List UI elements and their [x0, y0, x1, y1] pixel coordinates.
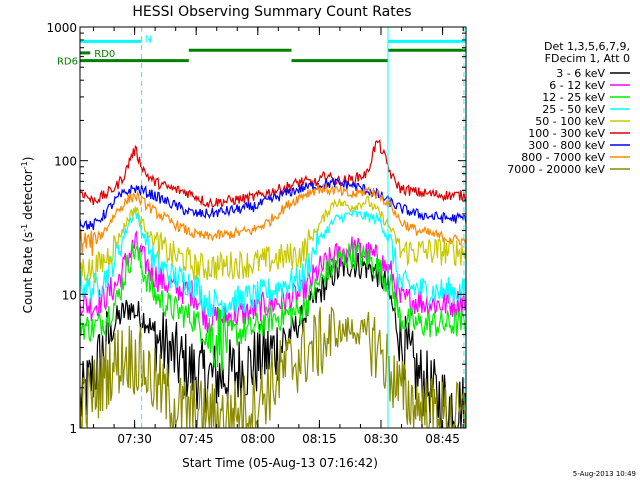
legend-label-2: 6 - 12 keV — [549, 79, 605, 92]
series-line-9 — [80, 306, 466, 428]
legend-label-7: 300 - 800 keV — [528, 139, 605, 152]
legend-label-4: 25 - 50 keV — [542, 103, 605, 116]
chart-title: HESSI Observing Summary Count Rates — [132, 4, 411, 20]
flag-label-2: N — [145, 35, 152, 46]
y-axis-label: Count Rate (s-1 detector-1) — [20, 157, 35, 314]
legend-label-9: 7000 - 20000 keV — [507, 163, 605, 176]
legend: Det 1,3,5,6,7,9,FDecim 1, Att 0 3 - 6 keV… — [507, 40, 630, 176]
series-line-4 — [80, 208, 466, 318]
legend-header-1: Det 1,3,5,6,7,9, — [544, 40, 630, 53]
legend-label-3: 12 - 25 keV — [542, 91, 605, 104]
legend-label-6: 100 - 300 keV — [528, 127, 605, 140]
plot-frame — [79, 26, 467, 429]
x-axis-label: Start Time (05-Aug-13 07:16:42) — [182, 456, 378, 470]
legend-label-8: 800 - 7000 keV — [521, 151, 605, 164]
y-tick-label-1: 1 — [69, 422, 77, 436]
x-tick-label-1: 07:30 — [117, 432, 152, 446]
y-tick-label-2: 10 — [62, 288, 77, 302]
footer-date: 5-Aug-2013 10:49 — [573, 470, 636, 478]
series-line-7 — [80, 177, 466, 231]
legend-label-1: 3 - 6 keV — [556, 67, 605, 80]
flag-label-4: RD6 — [57, 57, 78, 68]
svg-text:Count Rate (s-1 detector-1): Count Rate (s-1 detector-1) — [20, 157, 35, 314]
x-tick-label-3: 08:00 — [241, 432, 276, 446]
series-line-6 — [80, 139, 466, 209]
series-line-8 — [80, 183, 466, 257]
x-tick-label-2: 07:45 — [179, 432, 214, 446]
x-tick-label-4: 08:15 — [302, 432, 337, 446]
series-line-3 — [80, 241, 466, 372]
x-tick-label-5: 08:30 — [364, 432, 399, 446]
series-line-5 — [80, 195, 466, 284]
y-tick-label-3: 100 — [54, 155, 77, 169]
legend-label-5: 50 - 100 keV — [535, 115, 605, 128]
x-tick-label-6: 08:45 — [425, 432, 460, 446]
flag-label-3: RD0 — [94, 49, 115, 60]
series-line-1 — [80, 253, 466, 428]
series-line-2 — [80, 230, 466, 334]
y-tick-label-4: 1000 — [46, 21, 77, 35]
legend-header-2: FDecim 1, Att 0 — [545, 52, 630, 65]
